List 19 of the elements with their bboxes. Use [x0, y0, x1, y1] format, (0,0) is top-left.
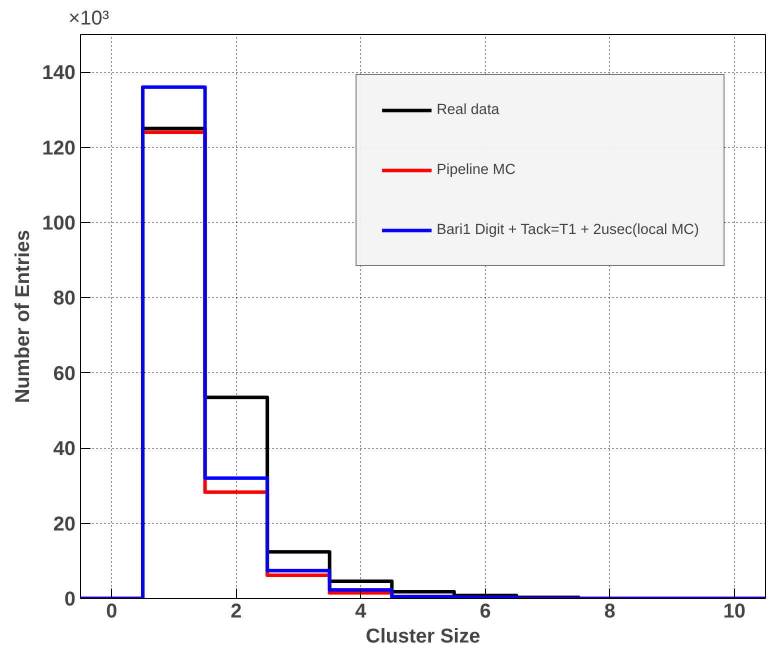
y-tick-label: 60 — [53, 362, 76, 385]
text: ×10³ — [68, 8, 110, 30]
x-axis-title: Cluster Size — [366, 626, 480, 648]
y-tick-label: 40 — [53, 438, 76, 460]
legend-label: Real data — [436, 102, 500, 118]
x-tick-label: 10 — [723, 600, 746, 622]
x-tick-label: 2 — [230, 600, 242, 622]
legend-label: Bari1 Digit + Tack=T1 + 2usec(local MC) — [436, 222, 699, 238]
y-tick-label: 120 — [42, 137, 76, 160]
y-axis-title: Number of Entries — [12, 230, 34, 404]
y-tick-label: 100 — [42, 212, 76, 234]
y-tick-label: 80 — [53, 288, 76, 310]
y-tick-label: 140 — [42, 62, 76, 84]
x-tick-label: 8 — [604, 600, 616, 622]
x-tick-label: 0 — [106, 600, 118, 622]
x-tick-label: 4 — [355, 600, 368, 622]
legend-label: Pipeline MC — [436, 162, 516, 178]
y-tick-label: 20 — [53, 513, 76, 536]
x-tick-label: 6 — [480, 600, 491, 622]
